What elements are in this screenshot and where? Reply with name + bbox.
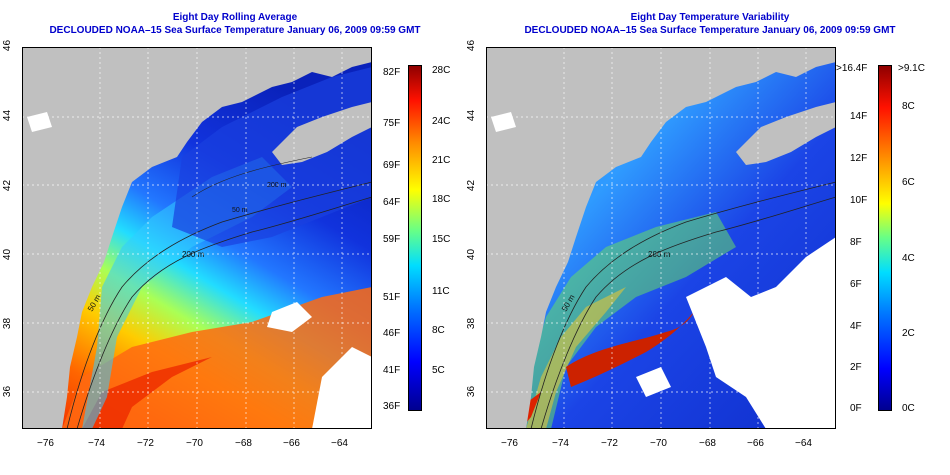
lon-tick-label: −70 (186, 438, 203, 449)
colorbar-f-label: 51F (383, 292, 401, 303)
colorbar-c-label: 5C (432, 365, 445, 376)
colorbar-f-label: 36F (383, 401, 401, 412)
colorbar-f-label: 46F (383, 328, 401, 339)
colorbar-f-label: 4F (850, 321, 862, 332)
lon-tick-label: −72 (601, 438, 618, 449)
lon-tick-label: −76 (37, 438, 54, 449)
cloud-mask (267, 302, 312, 332)
colorbar-c-label: 15C (432, 234, 451, 245)
colorbar-c-label: 6C (902, 177, 915, 188)
colorbar-c-label: 21C (432, 155, 451, 166)
colorbar-c-label: 11C (432, 286, 450, 297)
sst-variability-map: 200 m 50 m (486, 47, 836, 429)
contour-label: 200 m (267, 182, 287, 189)
sst-average-panel: Eight Day Rolling Average DECLOUDED NOAA… (0, 0, 470, 475)
colorbar-f-label: 82F (383, 67, 401, 78)
colorbar-f-label: 2F (850, 362, 862, 373)
colorbar-f-label: 12F (850, 153, 868, 164)
left-subtitle: DECLOUDED NOAA–15 Sea Surface Temperatur… (49, 25, 421, 36)
variability-colorbar (878, 65, 892, 411)
gulf-stream-variability-streak (566, 309, 696, 387)
colorbar-f-label: 75F (383, 118, 401, 129)
lat-tick-label: 44 (2, 109, 14, 122)
colorbar-c-label: 0C (902, 403, 915, 414)
colorbar-f-label: 41F (383, 365, 401, 376)
lat-tick-label: 42 (2, 179, 14, 192)
lon-tick-label: −66 (283, 438, 300, 449)
colorbar-c-label: 8C (432, 325, 445, 336)
colorbar-c-label: 2C (902, 328, 915, 339)
colorbar-f-label: 6F (850, 279, 862, 290)
colorbar-c-label: 18C (432, 194, 451, 205)
lon-tick-label: −74 (88, 438, 105, 449)
colorbar-c-label: 24C (432, 116, 451, 127)
land-mass (22, 47, 372, 429)
sst-colorbar (408, 65, 422, 411)
lat-tick-label: 38 (2, 317, 14, 330)
lat-tick-label: 42 (466, 179, 478, 192)
colorbar-c-label: 4C (902, 253, 915, 264)
colorbar-f-label: 69F (383, 160, 401, 171)
lat-tick-label: 46 (466, 39, 478, 52)
lat-tick-label: 44 (466, 109, 478, 122)
colorbar-f-label: 14F (850, 111, 868, 122)
sst-average-map: 200 m 50 m 200 m 50 m (22, 47, 372, 429)
lon-tick-label: −66 (747, 438, 764, 449)
bathymetry-contour (76, 196, 372, 429)
graticule (486, 47, 836, 429)
lat-tick-label: 46 (2, 39, 14, 52)
graticule (22, 47, 372, 429)
lon-tick-label: −68 (699, 438, 716, 449)
lat-tick-label: 36 (2, 385, 14, 398)
colorbar-f-label: 64F (383, 197, 401, 208)
lon-tick-label: −64 (331, 438, 348, 449)
land-mass (486, 47, 836, 429)
cloud-mask (686, 237, 836, 429)
colorbar-f-label: 0F (850, 403, 862, 414)
right-subtitle: DECLOUDED NOAA–15 Sea Surface Temperatur… (524, 25, 896, 36)
colorbar-f-label: 8F (850, 237, 862, 248)
contour-label: 200 m (182, 250, 205, 259)
colorbar-f-label: >16.4F (836, 63, 868, 74)
colorbar-c-label: >9.1C (898, 63, 925, 74)
right-title: Eight Day Temperature Variability (630, 12, 790, 23)
lon-tick-label: −70 (650, 438, 667, 449)
lat-tick-label: 38 (466, 317, 478, 330)
colorbar-f-label: 59F (383, 234, 401, 245)
lat-tick-label: 40 (2, 248, 14, 261)
lon-tick-label: −64 (795, 438, 812, 449)
lon-tick-label: −76 (501, 438, 518, 449)
left-title: Eight Day Rolling Average (172, 12, 298, 23)
colorbar-f-label: 10F (850, 195, 868, 206)
contour-label: 200 m (648, 250, 671, 259)
bathymetry-contour (540, 196, 836, 429)
sst-variability-panel: Eight Day Temperature Variability DECLOU… (466, 0, 950, 475)
lon-tick-label: −74 (552, 438, 569, 449)
colorbar-c-label: 28C (432, 65, 451, 76)
lat-tick-label: 36 (466, 385, 478, 398)
colorbar-c-label: 8C (902, 101, 915, 112)
lat-tick-label: 40 (466, 248, 478, 261)
lon-tick-label: −72 (137, 438, 154, 449)
lon-tick-label: −68 (235, 438, 252, 449)
contour-label: 50 m (232, 207, 248, 214)
